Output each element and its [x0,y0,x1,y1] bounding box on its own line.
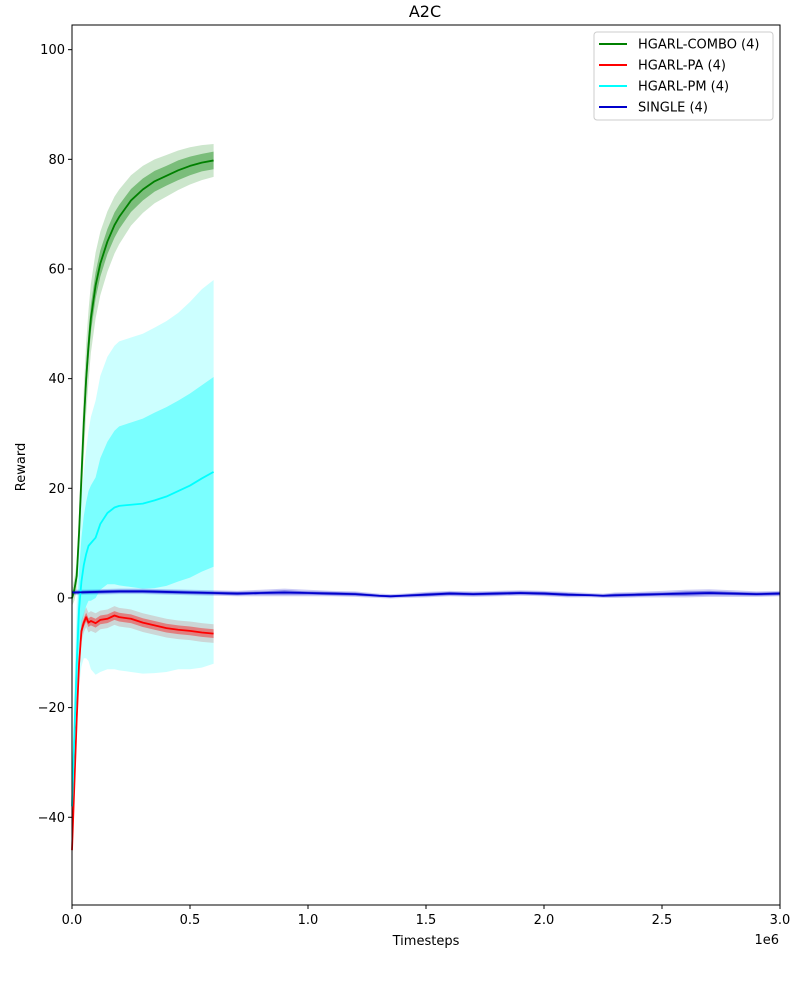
x-tick-label: 1.5 [416,913,437,928]
series-0-outer-band [72,143,214,607]
series-2-outer-band [72,279,214,840]
x-tick-label: 0.5 [180,913,201,928]
x-tick-label: 2.0 [534,913,555,928]
y-tick-label: 80 [48,153,65,168]
legend-label: HGARL-COMBO (4) [638,38,759,53]
legend: HGARL-COMBO (4) HGARL-PA (4) HGARL-PM (4) S… [593,31,774,121]
legend-item: HGARL-COMBO (4) [599,38,759,53]
legend-item: SINGLE (4) [599,101,708,116]
y-tick-label: 60 [48,262,65,277]
legend-label: HGARL-PM (4) [638,80,729,95]
legend-box [593,31,774,121]
y-axis-label: Reward [14,443,29,491]
series-2-line [71,471,215,807]
x-tick-label: 2.5 [652,913,673,928]
legend-label: HGARL-PA (4) [638,59,726,74]
chart-title: A2C [409,2,441,21]
x-tick-label: 3.0 [770,913,791,928]
series-3-line [71,590,781,598]
x-tick-label: 1.0 [298,913,319,928]
y-tick-label: −20 [38,701,65,716]
legend-item: HGARL-PM (4) [599,80,729,95]
legend-item: HGARL-PA (4) [599,59,726,74]
series-2-inner-band [72,377,214,823]
x-axis-ticks: 0.0 0.5 1.0 1.5 2.0 2.5 3.0 [62,905,791,928]
series-1-line [71,614,214,851]
y-tick-label: 20 [48,482,65,497]
series-1-inner-band [72,611,214,862]
x-axis-offset-label: 1e6 [754,933,779,948]
y-tick-label: 40 [48,372,65,387]
y-tick-label: 0 [57,591,65,606]
y-tick-label: 100 [40,43,65,58]
legend-label: SINGLE (4) [638,101,708,116]
series-0-line [71,159,214,599]
series-lines-layer [71,159,781,851]
x-tick-label: 0.0 [62,913,83,928]
y-axis-ticks: −40 −20 0 20 40 60 80 100 [38,43,72,826]
plot-area [71,143,781,867]
y-tick-label: −40 [38,811,65,826]
x-axis-label: Timesteps [392,934,460,949]
legend-items: HGARL-COMBO (4) HGARL-PA (4) HGARL-PM (4) S… [599,38,759,116]
